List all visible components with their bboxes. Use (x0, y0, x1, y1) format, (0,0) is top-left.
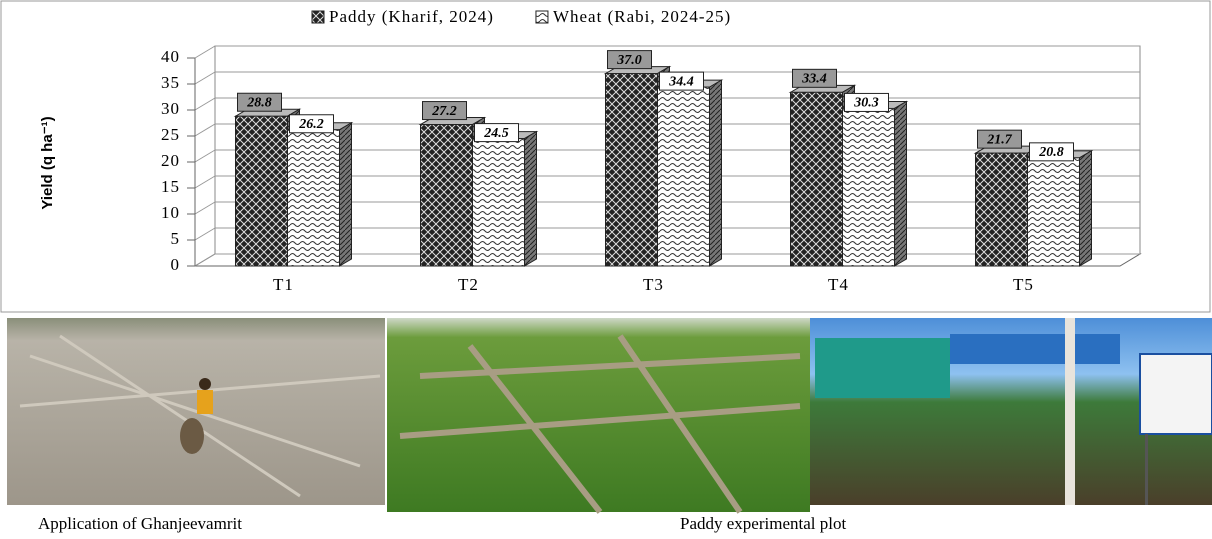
y-tick-label: 5 (171, 229, 181, 248)
value-label: 34.4 (668, 74, 694, 89)
bar-side (710, 80, 722, 266)
bar (421, 125, 473, 266)
photos (0, 316, 1212, 516)
value-label: 30.3 (853, 96, 879, 111)
x-tick-label: T5 (1013, 275, 1034, 294)
legend-label: Paddy (Kharif, 2024) (329, 7, 494, 26)
x-tick-label: T2 (458, 275, 479, 294)
bar (976, 153, 1028, 266)
grid-line (195, 124, 215, 136)
photo-caption: Paddy experimental plot (680, 514, 846, 534)
page: Yield (q ha⁻¹) Paddy (Kharif, 2024) Wheat… (0, 0, 1212, 539)
y-tick-label: 15 (161, 177, 180, 196)
bar-group (1028, 151, 1092, 266)
bar (1028, 158, 1080, 266)
bar-group (658, 80, 722, 266)
bar-side (895, 101, 907, 266)
y-tick-label: 40 (161, 47, 180, 66)
y-tick-label: 25 (161, 125, 180, 144)
photo-paddy-plot (387, 318, 810, 512)
y-axis-label: Yield (q ha⁻¹) (39, 116, 56, 209)
grid-line (195, 176, 215, 188)
grid-line (195, 72, 215, 84)
bar-group (288, 123, 352, 266)
grid-line (195, 150, 215, 162)
photo-caption: Application of Ghanjeevamrit (38, 514, 242, 534)
bar (658, 87, 710, 266)
legend: Paddy (Kharif, 2024) Wheat (Rabi, 2024-25… (312, 7, 731, 26)
legend-swatch (536, 11, 548, 23)
y-tick-label: 30 (161, 99, 180, 118)
grid-line (195, 202, 215, 214)
bar (843, 108, 895, 266)
bar-side (525, 132, 537, 266)
value-label: 28.8 (246, 95, 272, 110)
grid-line (195, 46, 215, 58)
x-tick-label: T3 (643, 275, 664, 294)
value-label: 33.4 (801, 72, 827, 87)
y-tick-label: 35 (161, 73, 180, 92)
x-tick-label: T4 (828, 275, 849, 294)
y-tick-label: 0 (171, 255, 181, 274)
value-label: 26.2 (298, 117, 324, 132)
y-tick-label: 20 (161, 151, 180, 170)
y-tick-label: 10 (161, 203, 180, 222)
bar (236, 116, 288, 266)
legend-label: Wheat (Rabi, 2024-25) (553, 7, 731, 26)
x-tick-label: T1 (273, 275, 294, 294)
bar-side (340, 123, 352, 266)
bar (473, 139, 525, 266)
grid-line (195, 228, 215, 240)
bar-side (1080, 151, 1092, 266)
value-label: 27.2 (431, 104, 457, 119)
bar (288, 130, 340, 266)
bar (791, 92, 843, 266)
legend-swatch (312, 11, 324, 23)
value-label: 20.8 (1038, 145, 1064, 160)
value-label: 24.5 (483, 126, 509, 141)
grid-line (195, 98, 215, 110)
value-label: 21.7 (986, 132, 1013, 147)
chart: Yield (q ha⁻¹) Paddy (Kharif, 2024) Wheat… (0, 0, 1212, 314)
bar-group (473, 132, 537, 266)
value-label: 37.0 (616, 53, 642, 68)
bar-group (843, 101, 907, 266)
bar (606, 74, 658, 266)
